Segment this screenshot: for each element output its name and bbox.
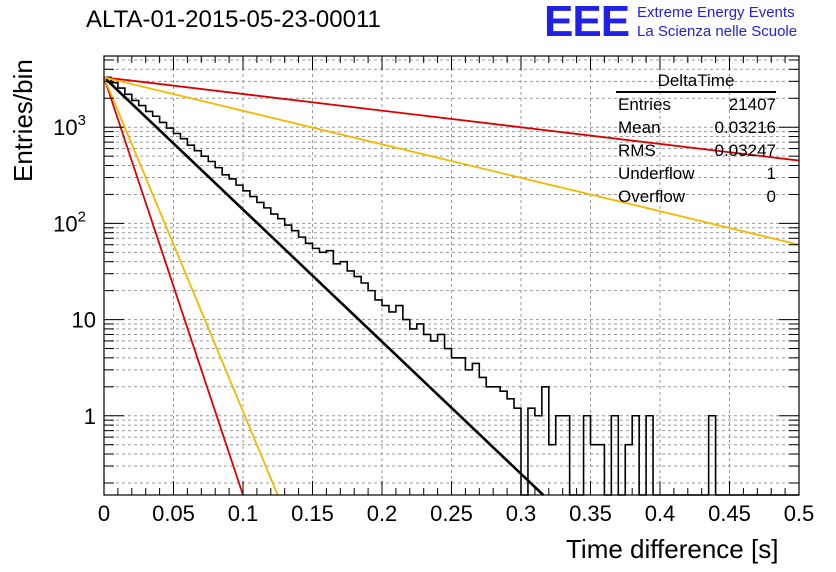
axis-ticks xyxy=(103,56,800,495)
tick-labels: 0 0.05 0.1 0.15 0.2 0.25 0.3 0.35 0.4 0.45 0.51101… xyxy=(53,112,814,526)
series-orange-shallow xyxy=(103,76,800,246)
logo-line-1: Extreme Energy Events xyxy=(637,4,795,21)
series-red-steep xyxy=(103,77,244,496)
stats-value: 1 xyxy=(766,164,776,183)
x-tick-label: 0.45 xyxy=(708,501,751,526)
eee-logo: EEE xyxy=(544,0,630,46)
x-tick-label: 0 xyxy=(98,501,110,526)
histogram-step xyxy=(104,76,799,496)
x-tick-label: 0.25 xyxy=(430,501,473,526)
y-tick-label: 103 xyxy=(53,112,86,140)
stats-label: Entries xyxy=(618,95,671,114)
series-fit xyxy=(103,76,545,496)
logo-line-2: La Scienza nelle Scuole xyxy=(637,23,798,40)
x-tick-label: 0.35 xyxy=(569,501,612,526)
x-tick-label: 0.05 xyxy=(152,501,195,526)
stats-label: RMS xyxy=(618,141,656,160)
stats-row-entries: Entries 21407 xyxy=(618,93,776,116)
x-tick-label: 0.4 xyxy=(645,501,676,526)
stats-label: Overflow xyxy=(618,187,686,206)
stats-label: Mean xyxy=(618,118,661,137)
x-tick-label: 0.2 xyxy=(367,501,398,526)
x-tick-label: 0.15 xyxy=(291,501,334,526)
y-tick-label: 102 xyxy=(53,208,86,236)
series-orange-steep xyxy=(103,76,279,496)
y-tick-label: 10 xyxy=(72,308,96,333)
x-tick-label: 0.5 xyxy=(784,501,815,526)
stats-name: DeltaTime xyxy=(616,70,776,93)
stats-value: 21407 xyxy=(728,95,776,114)
stats-value: 0.03216 xyxy=(714,118,776,137)
stats-box: DeltaTime Entries 21407 Mean 0.03216 RMS 0.… xyxy=(612,70,780,208)
stats-row-mean: Mean 0.03216 xyxy=(618,116,776,139)
series-red-shallow xyxy=(103,76,800,162)
stats-label: Underflow xyxy=(618,164,695,183)
y-tick-label: 1 xyxy=(84,404,96,429)
y-axis-label: Entries/bin xyxy=(8,59,38,182)
stats-row-underflow: Underflow 1 xyxy=(618,162,776,185)
stats-row-overflow: Overflow 0 xyxy=(618,185,776,208)
series-group xyxy=(103,76,800,496)
stats-value: 0 xyxy=(766,187,776,206)
chart-title: ALTA-01-2015-05-23-00011 xyxy=(86,6,381,33)
stats-row-rms: RMS 0.03247 xyxy=(618,139,776,162)
stats-value: 0.03247 xyxy=(714,141,776,160)
x-tick-label: 0.3 xyxy=(506,501,537,526)
x-tick-label: 0.1 xyxy=(228,501,259,526)
x-axis-label: Time difference [s] xyxy=(566,534,779,564)
